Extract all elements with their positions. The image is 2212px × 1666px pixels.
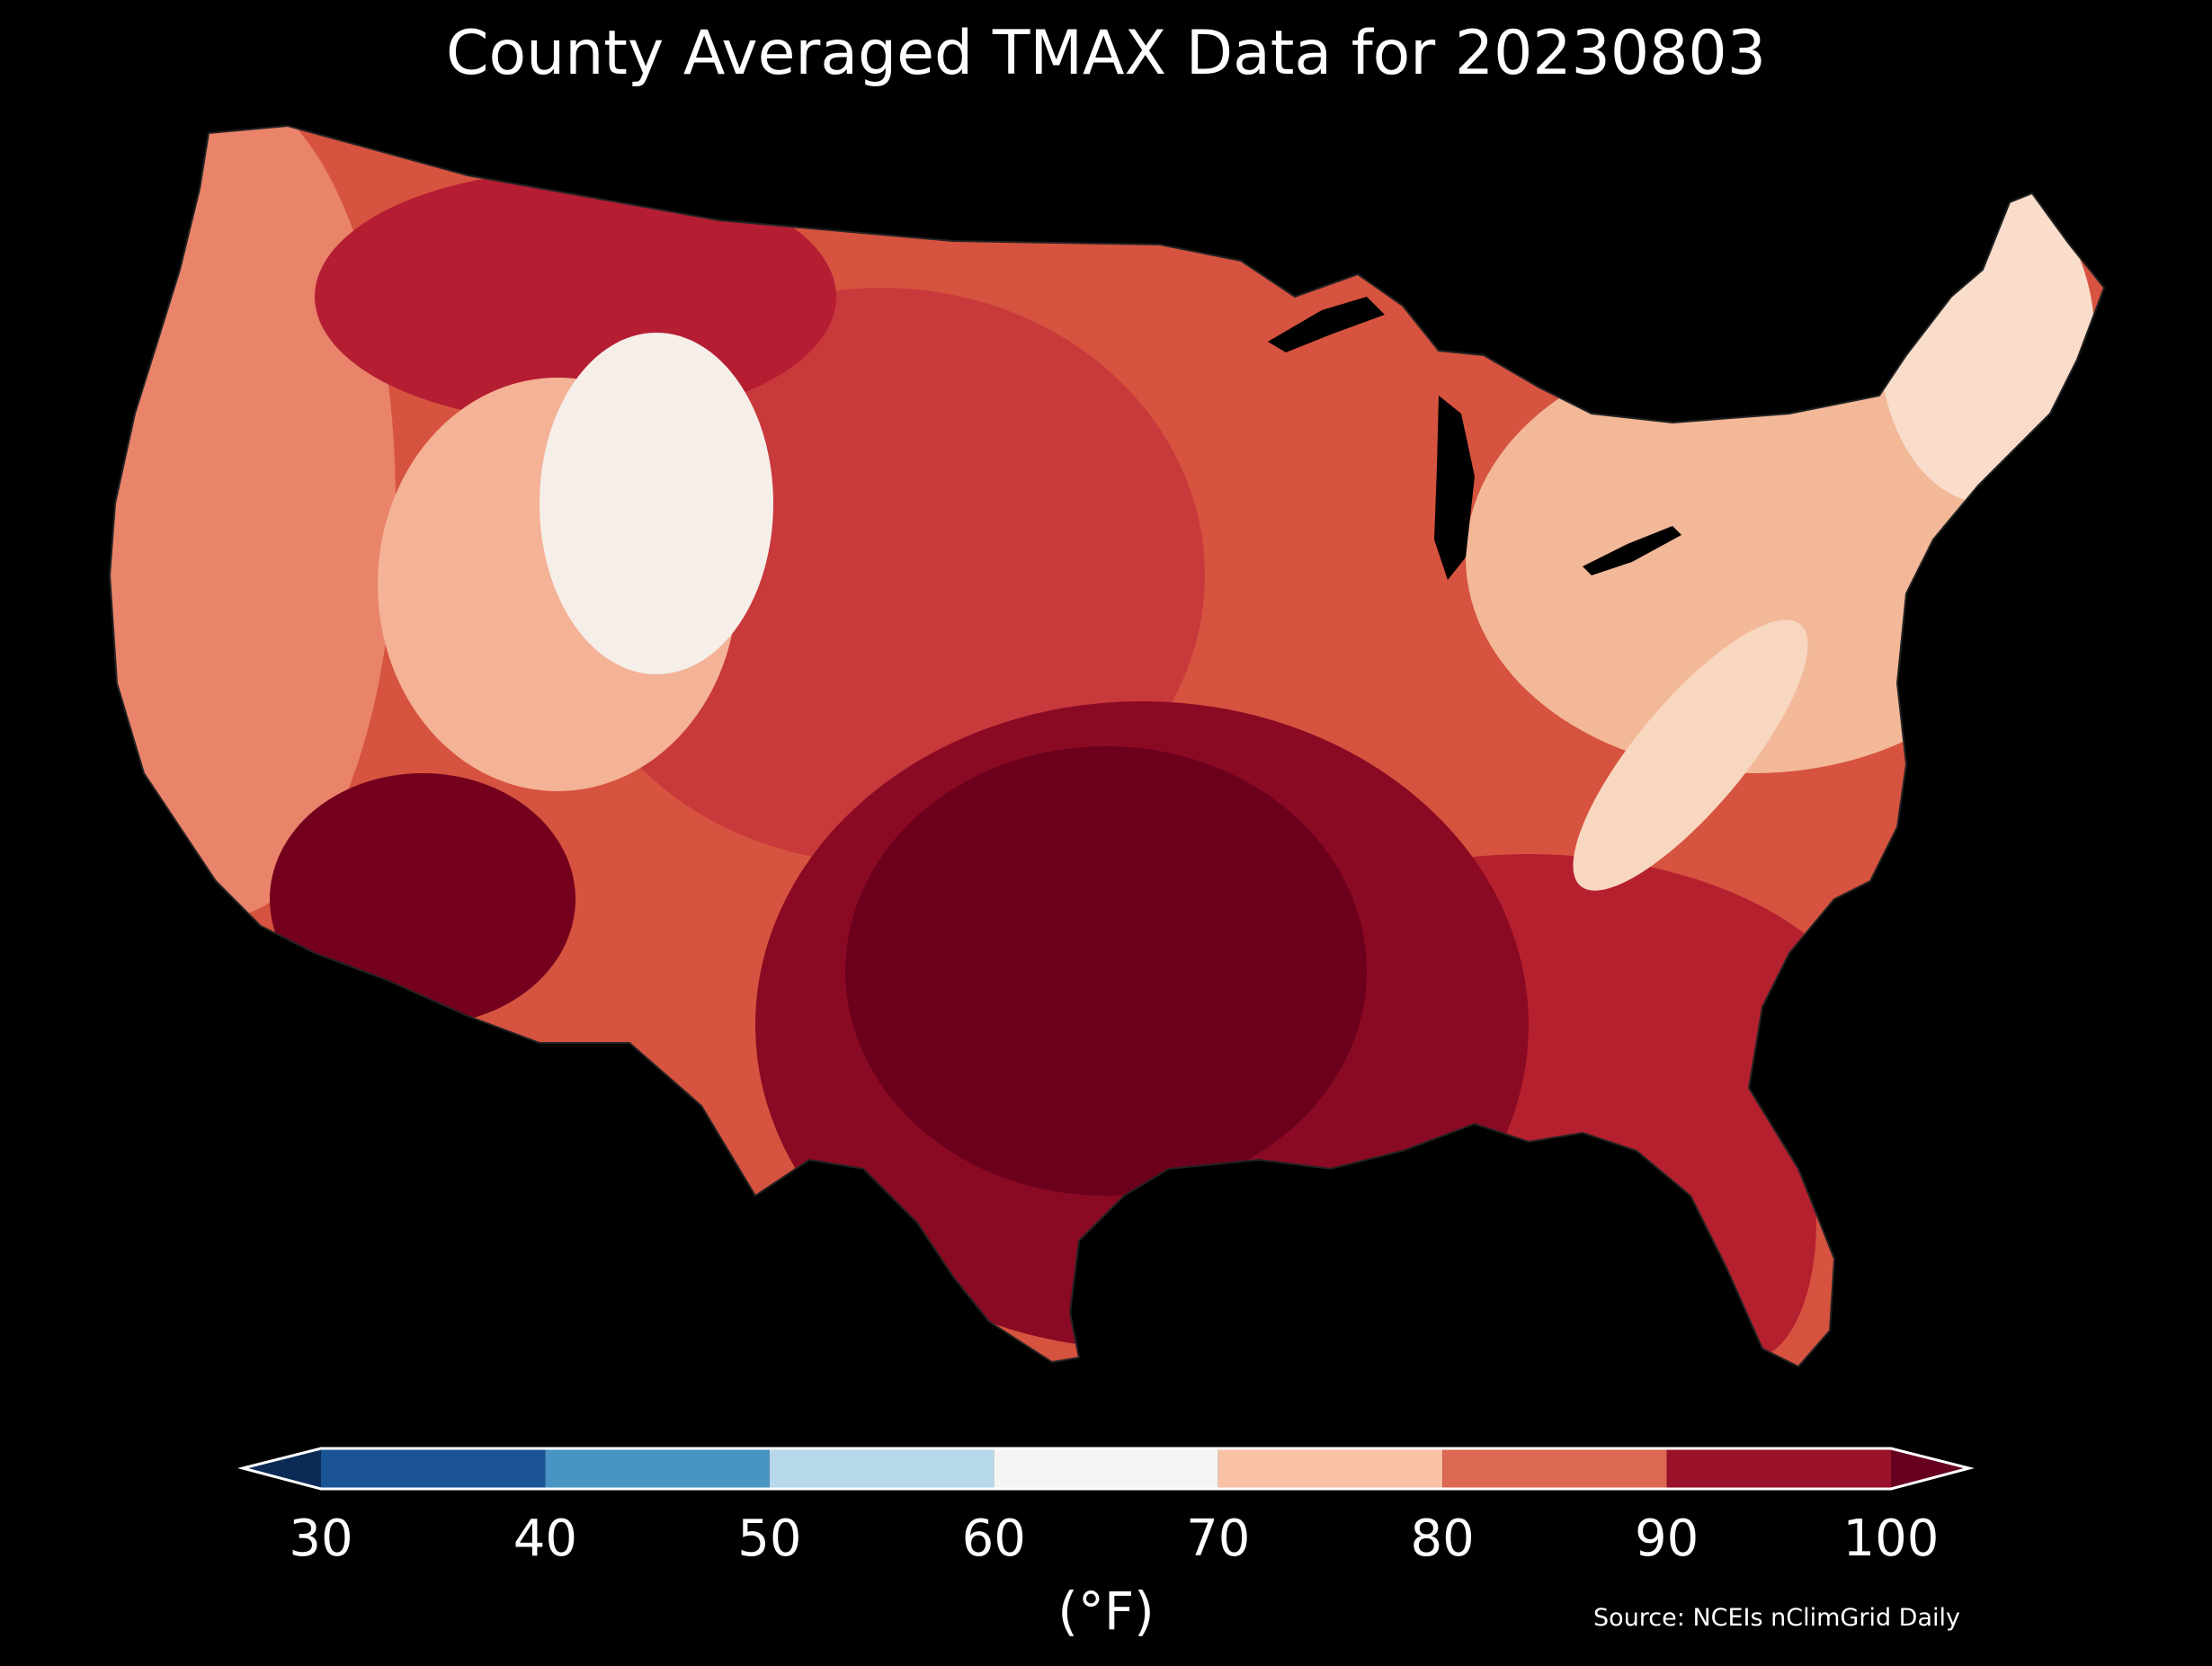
colorbar-fills (243, 1448, 1969, 1489)
colorbar-bin-30-40 (321, 1448, 546, 1489)
colorbar-outline (237, 1447, 1975, 1491)
region-appalachians (1573, 619, 1808, 891)
region-northeast (1466, 342, 2041, 773)
region-desert-southwest (270, 773, 575, 1025)
region-texas-core (845, 746, 1367, 1196)
lake-erie (1583, 526, 1681, 575)
colorbar-bin-50-60 (769, 1448, 995, 1489)
colorbar: 30 40 50 60 70 80 90 100 (°F) (237, 1447, 1975, 1642)
colorbar-tick-label: 90 (1635, 1510, 1699, 1568)
region-florida (1690, 1088, 1816, 1358)
colorbar-bin-80-90 (1442, 1448, 1667, 1489)
colorbar-unit-label: (°F) (1057, 1581, 1155, 1642)
temperature-map (108, 124, 2106, 1368)
colorbar-bin-90-100 (1666, 1448, 1891, 1489)
lake-superior (1268, 297, 1385, 352)
map-title: County Averaged TMAX Data for 20230803 (446, 18, 1766, 89)
colorbar-tick-label: 30 (289, 1510, 352, 1568)
source-credit: Source: NCEIs nClimGrid Daily (1593, 1604, 1960, 1632)
colorbar-bin-70-80 (1217, 1448, 1443, 1489)
us-outline (108, 124, 2106, 1368)
colorbar-tick-label: 60 (962, 1510, 1026, 1568)
colorbar-tick-labels: 30 40 50 60 70 80 90 100 (289, 1510, 1939, 1568)
colorbar-tick-label: 70 (1186, 1510, 1250, 1568)
colorbar-bin-40-50 (545, 1448, 770, 1489)
region-new-england-north (1879, 180, 2095, 503)
colorbar-tick-label: 50 (737, 1510, 801, 1568)
region-rockies-cool (540, 333, 773, 674)
colorbar-tick-label: 100 (1843, 1510, 1940, 1568)
lake-michigan (1434, 396, 1475, 580)
colorbar-tick-label: 40 (513, 1510, 577, 1568)
colorbar-tick-label: 80 (1411, 1510, 1475, 1568)
colorbar-bin-60-70 (994, 1448, 1218, 1489)
